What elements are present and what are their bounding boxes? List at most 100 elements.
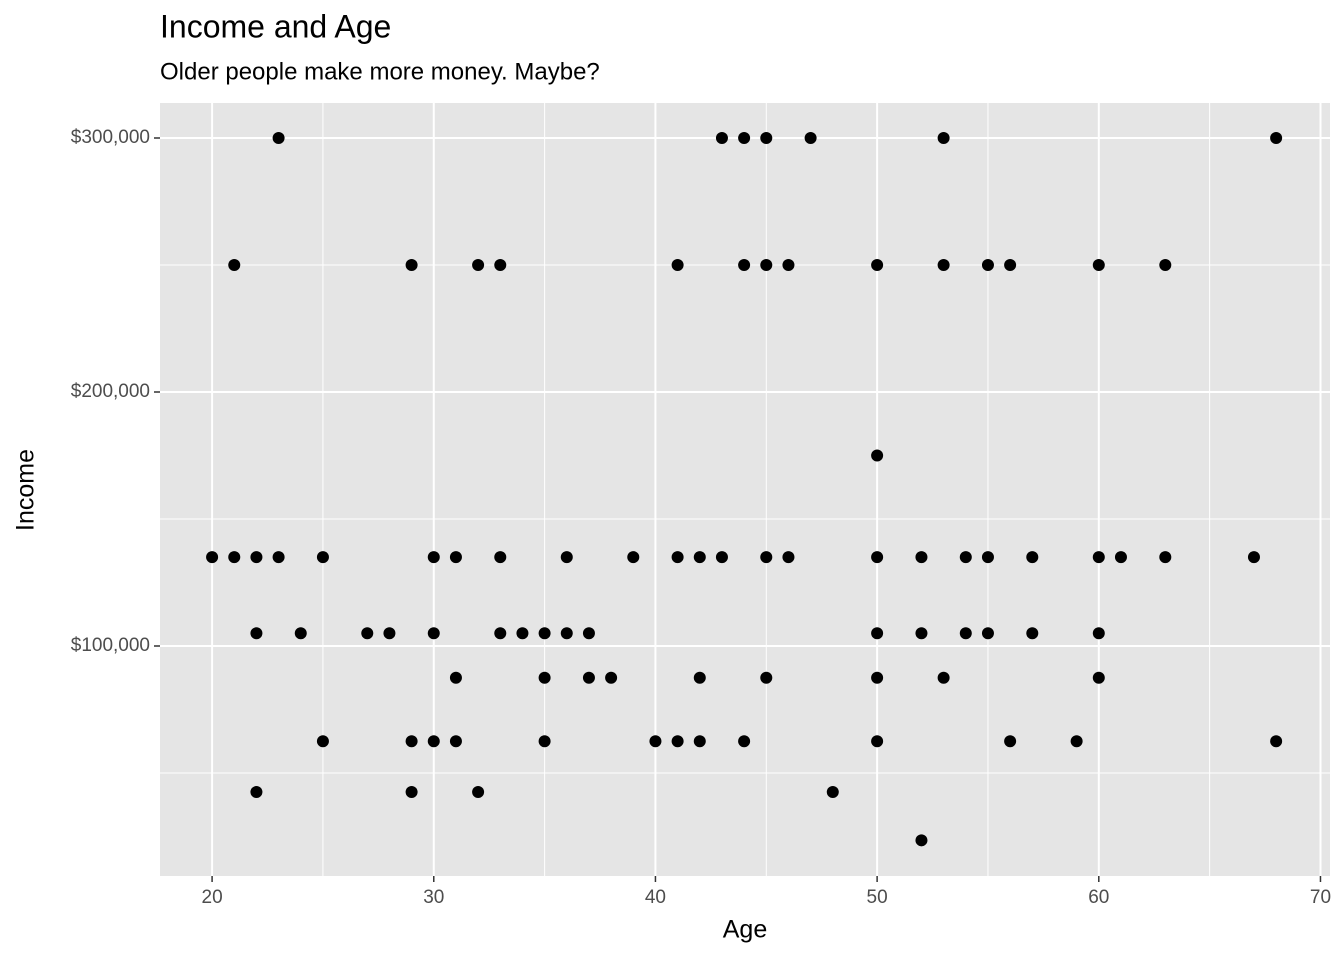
point <box>826 786 839 799</box>
point <box>449 671 462 684</box>
point <box>1092 259 1105 272</box>
point <box>427 735 440 748</box>
point <box>981 627 994 640</box>
point <box>538 627 551 640</box>
point <box>1026 627 1039 640</box>
x-axis-title: Age <box>723 916 767 944</box>
point <box>871 449 884 462</box>
point <box>937 671 950 684</box>
point <box>538 671 551 684</box>
x-tick-label: 20 <box>202 887 223 908</box>
point <box>760 671 773 684</box>
point <box>871 671 884 684</box>
point <box>316 735 329 748</box>
point <box>250 551 263 564</box>
point <box>627 551 640 564</box>
y-axis-title: Income <box>12 449 40 531</box>
point <box>272 132 285 145</box>
point <box>560 551 573 564</box>
plot-background <box>160 103 1330 876</box>
point <box>937 259 950 272</box>
point <box>915 834 928 847</box>
y-tick-label: $300,000 <box>71 127 150 148</box>
point <box>693 551 706 564</box>
point <box>494 259 507 272</box>
point <box>361 627 374 640</box>
point <box>316 551 329 564</box>
point <box>738 735 751 748</box>
point <box>1114 551 1127 564</box>
x-tick-label: 70 <box>1310 887 1331 908</box>
point <box>383 627 396 640</box>
point <box>782 551 795 564</box>
point <box>250 786 263 799</box>
point <box>871 551 884 564</box>
point <box>472 786 485 799</box>
x-tick-label: 50 <box>867 887 888 908</box>
point <box>272 551 285 564</box>
point <box>405 735 418 748</box>
point <box>449 551 462 564</box>
point <box>782 259 795 272</box>
point <box>405 259 418 272</box>
point <box>228 551 241 564</box>
point <box>937 132 950 145</box>
point <box>228 259 241 272</box>
point <box>981 259 994 272</box>
point <box>671 735 684 748</box>
point <box>1159 259 1172 272</box>
point <box>1092 671 1105 684</box>
point <box>1270 132 1283 145</box>
point <box>206 551 219 564</box>
point <box>449 735 462 748</box>
chart-subtitle: Older people make more money. Maybe? <box>160 58 600 85</box>
y-tick-label: $200,000 <box>71 381 150 402</box>
point <box>871 259 884 272</box>
point <box>649 735 662 748</box>
point <box>538 735 551 748</box>
point <box>405 786 418 799</box>
point <box>760 551 773 564</box>
point <box>738 132 751 145</box>
point <box>738 259 751 272</box>
point <box>915 627 928 640</box>
point <box>715 551 728 564</box>
point <box>804 132 817 145</box>
point <box>427 551 440 564</box>
point <box>671 551 684 564</box>
chart-title: Income and Age <box>160 8 391 44</box>
x-tick-label: 40 <box>645 887 666 908</box>
point <box>671 259 684 272</box>
point <box>871 735 884 748</box>
point <box>427 627 440 640</box>
point <box>1270 735 1283 748</box>
point <box>1092 627 1105 640</box>
point <box>760 259 773 272</box>
point <box>715 132 728 145</box>
point <box>494 627 507 640</box>
y-tick-label: $100,000 <box>71 635 150 656</box>
point <box>605 671 618 684</box>
point <box>1004 259 1017 272</box>
point <box>981 551 994 564</box>
point <box>294 627 307 640</box>
point <box>959 627 972 640</box>
point <box>494 551 507 564</box>
point <box>915 551 928 564</box>
point <box>472 259 485 272</box>
point <box>1159 551 1172 564</box>
x-tick-label: 30 <box>423 887 444 908</box>
point <box>1070 735 1083 748</box>
point <box>959 551 972 564</box>
x-tick-label: 60 <box>1088 887 1109 908</box>
point <box>582 671 595 684</box>
point <box>1026 551 1039 564</box>
point <box>516 627 529 640</box>
point <box>1092 551 1105 564</box>
point <box>1004 735 1017 748</box>
point <box>693 735 706 748</box>
point <box>250 627 263 640</box>
point <box>693 671 706 684</box>
point <box>560 627 573 640</box>
